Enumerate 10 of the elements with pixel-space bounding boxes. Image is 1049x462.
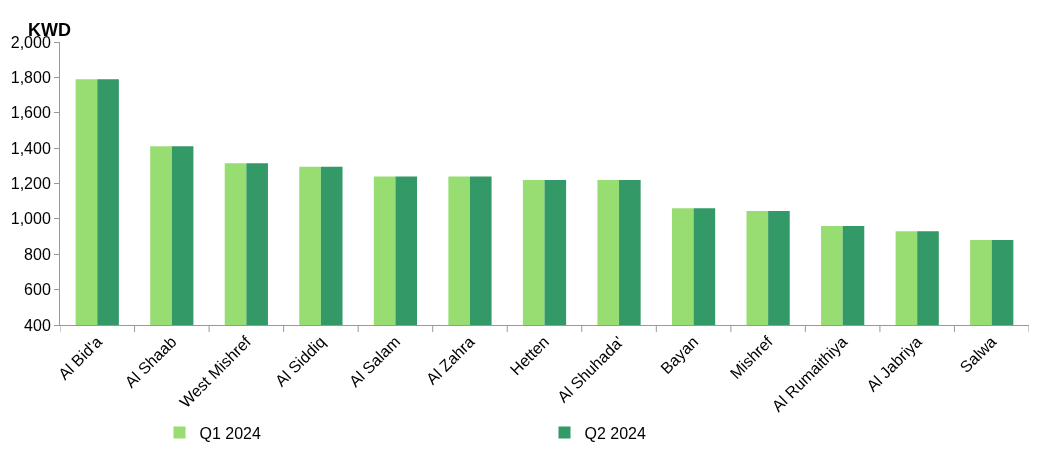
y-tick-label: 1,800 — [10, 68, 51, 86]
y-tick-label: 1,600 — [10, 104, 51, 122]
y-tick-label: 600 — [24, 281, 51, 299]
legend-label: Q2 2024 — [584, 424, 646, 442]
legend-label: Q1 2024 — [199, 424, 261, 442]
y-tick-label: 400 — [24, 316, 51, 334]
y-tick-label: 1,400 — [10, 139, 51, 157]
y-tick-label: 1,200 — [10, 175, 51, 193]
y-tick-label: 1,000 — [10, 210, 51, 228]
y-tick-label: 800 — [24, 245, 51, 263]
